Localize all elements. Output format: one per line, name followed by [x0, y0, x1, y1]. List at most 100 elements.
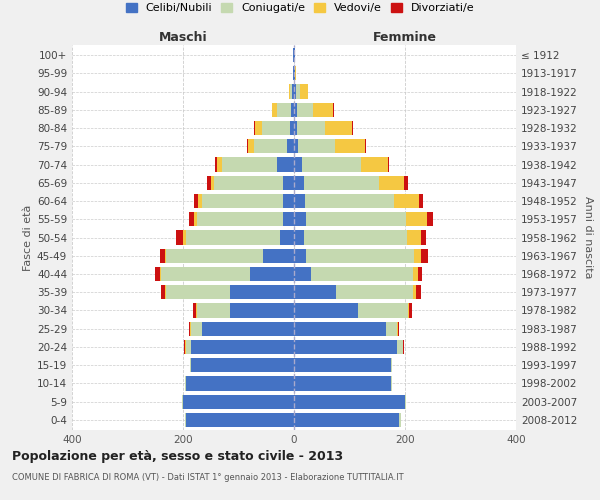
Bar [405, 394, 406, 409]
Bar [185, 376, 186, 390]
Bar [294, 212, 306, 226]
Bar [280, 230, 294, 244]
Bar [217, 158, 222, 172]
Bar [297, 121, 325, 135]
Bar [294, 102, 297, 117]
Bar [272, 102, 277, 117]
Bar [247, 139, 248, 154]
Bar [397, 322, 398, 336]
Bar [294, 304, 358, 318]
Bar [277, 102, 291, 117]
Bar [214, 176, 283, 190]
Bar [304, 176, 379, 190]
Bar [255, 121, 262, 135]
Bar [306, 212, 406, 226]
Bar [160, 248, 164, 263]
Legend: Celibi/Nubili, Coniugati/e, Vedovi/e, Divorziati/e: Celibi/Nubili, Coniugati/e, Vedovi/e, Di… [124, 0, 476, 16]
Bar [183, 394, 294, 409]
Bar [394, 194, 419, 208]
Bar [416, 285, 421, 300]
Bar [294, 66, 295, 80]
Bar [295, 66, 296, 80]
Bar [298, 139, 335, 154]
Bar [297, 102, 313, 117]
Bar [388, 158, 389, 172]
Bar [262, 121, 290, 135]
Bar [403, 340, 404, 354]
Bar [294, 121, 297, 135]
Bar [166, 248, 263, 263]
Text: Femmine: Femmine [373, 31, 437, 44]
Bar [161, 285, 165, 300]
Bar [294, 158, 302, 172]
Bar [302, 158, 361, 172]
Bar [196, 304, 197, 318]
Bar [283, 194, 294, 208]
Bar [397, 340, 403, 354]
Bar [197, 212, 283, 226]
Y-axis label: Anni di nascita: Anni di nascita [583, 196, 593, 279]
Bar [248, 139, 254, 154]
Bar [358, 304, 408, 318]
Bar [294, 267, 311, 281]
Bar [191, 358, 294, 372]
Bar [400, 413, 401, 427]
Bar [287, 139, 294, 154]
Bar [294, 139, 298, 154]
Bar [293, 48, 294, 62]
Bar [294, 376, 391, 390]
Bar [165, 285, 166, 300]
Bar [190, 322, 191, 336]
Bar [294, 340, 397, 354]
Bar [421, 248, 428, 263]
Bar [190, 358, 191, 372]
Bar [164, 248, 166, 263]
Bar [413, 267, 418, 281]
Bar [427, 212, 433, 226]
Bar [361, 158, 388, 172]
Bar [202, 194, 283, 208]
Bar [215, 158, 217, 172]
Bar [185, 340, 186, 354]
Bar [290, 84, 292, 98]
Bar [398, 322, 400, 336]
Bar [198, 194, 202, 208]
Bar [230, 304, 294, 318]
Bar [294, 285, 335, 300]
Bar [294, 394, 405, 409]
Text: Maschi: Maschi [158, 31, 208, 44]
Bar [202, 322, 294, 336]
Bar [404, 176, 409, 190]
Text: COMUNE DI FABRICA DI ROMA (VT) - Dati ISTAT 1° gennaio 2013 - Elaborazione TUTTI: COMUNE DI FABRICA DI ROMA (VT) - Dati IS… [12, 472, 404, 482]
Bar [300, 84, 308, 98]
Bar [379, 176, 404, 190]
Bar [293, 66, 294, 80]
Bar [406, 212, 427, 226]
Bar [186, 376, 294, 390]
Bar [184, 340, 185, 354]
Bar [305, 194, 394, 208]
Bar [166, 285, 230, 300]
Bar [188, 212, 194, 226]
Bar [391, 358, 392, 372]
Bar [304, 230, 407, 244]
Bar [188, 322, 190, 336]
Bar [191, 322, 202, 336]
Bar [294, 48, 295, 62]
Text: Popolazione per età, sesso e stato civile - 2013: Popolazione per età, sesso e stato civil… [12, 450, 343, 463]
Bar [289, 84, 290, 98]
Bar [263, 248, 294, 263]
Bar [306, 248, 415, 263]
Bar [333, 102, 334, 117]
Bar [408, 304, 409, 318]
Bar [413, 285, 416, 300]
Bar [222, 158, 277, 172]
Bar [294, 194, 305, 208]
Bar [325, 121, 352, 135]
Bar [391, 376, 392, 390]
Bar [193, 304, 196, 318]
Bar [160, 267, 161, 281]
Bar [283, 212, 294, 226]
Bar [250, 267, 294, 281]
Bar [254, 139, 287, 154]
